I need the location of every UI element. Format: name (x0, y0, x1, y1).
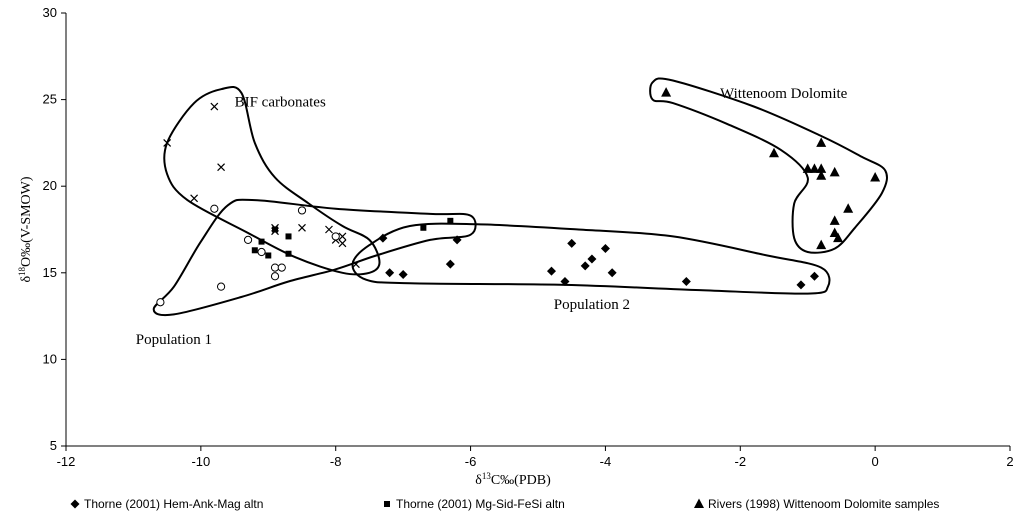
y-tick-label: 30 (43, 5, 57, 20)
data-point-diamond (607, 268, 617, 278)
legend-label: Thorne (2001) Hem-Ank-Mag altn (84, 497, 263, 511)
data-point-circle (297, 206, 307, 215)
data-point-square (251, 247, 258, 254)
legend-marker-triangle (694, 498, 704, 508)
data-point-diamond (587, 254, 597, 264)
data-point-triangle (816, 137, 827, 147)
data-point-circle (257, 247, 266, 257)
region-outline-population-2 (351, 222, 831, 295)
data-point-circle (277, 263, 286, 272)
x-tick-label: -10 (191, 454, 210, 469)
legend-marker-square (384, 501, 390, 507)
y-tick-label: 5 (50, 438, 57, 453)
data-point-x (338, 239, 347, 248)
region-label-population-2: Population 2 (554, 297, 630, 313)
data-point-diamond (560, 276, 570, 286)
data-point-square (420, 224, 427, 231)
data-point-diamond (796, 280, 806, 290)
data-point-x (271, 223, 279, 232)
data-point-circle (331, 232, 340, 241)
legend: Thorne (2001) Hem-Ank-Mag altn Thorne (20… (70, 497, 939, 511)
data-point-triangle (816, 239, 827, 250)
data-point-triangle (661, 87, 672, 97)
data-point-triangle (816, 170, 827, 180)
legend-label: Rivers (1998) Wittenoom Dolomite samples (708, 497, 939, 511)
data-point-diamond (580, 261, 590, 271)
data-point-diamond (385, 268, 395, 278)
data-point-square (447, 217, 454, 224)
y-tick-label: 15 (43, 265, 57, 280)
x-tick-label: 2 (1006, 454, 1013, 469)
region-label-bif-carbonates: BIF carbonates (235, 95, 326, 111)
data-point-square (285, 250, 292, 257)
region-outline-bif-carbonates (163, 85, 381, 276)
data-point-diamond (452, 235, 462, 245)
x-tick-label: -6 (465, 454, 477, 469)
data-point-triangle (816, 163, 827, 173)
data-point-x (163, 138, 172, 147)
data-point-x (190, 194, 199, 203)
x-tick-label: -4 (600, 454, 612, 469)
plot-area: BIF carbonates Population 1 Population 2 Wi… (136, 77, 888, 348)
data-point-x (298, 223, 306, 232)
y-tick-label: 25 (43, 92, 57, 107)
data-point-square (265, 252, 272, 259)
data-point-diamond (681, 276, 691, 286)
data-point-x (217, 163, 226, 172)
region-outline-population-1 (152, 198, 477, 317)
legend-marker-diamond (70, 499, 80, 509)
x-tick-label: -12 (57, 454, 76, 469)
data-point-triangle (870, 172, 881, 182)
data-point-diamond (546, 266, 556, 276)
data-point-diamond (567, 238, 577, 248)
data-point-x (210, 102, 219, 111)
data-point-circle (270, 272, 280, 281)
data-point-circle (270, 263, 280, 272)
data-point-x (325, 225, 333, 234)
x-tick-label: -2 (735, 454, 747, 469)
data-point-x (338, 232, 347, 241)
data-point-triangle (769, 147, 779, 158)
data-point-circle (210, 204, 219, 213)
data-point-square (258, 238, 265, 245)
x-tick-label: -8 (330, 454, 342, 469)
data-point-square (272, 226, 279, 233)
y-axis-title: δ18O‰(V-SMOW) (17, 176, 34, 282)
region-outline-wittenoom-dolomite (649, 77, 888, 254)
region-label-wittenoom-dolomite: Wittenoom Dolomite (720, 86, 848, 102)
data-point-diamond (378, 233, 388, 243)
x-tick-label: 0 (872, 454, 879, 469)
data-point-triangle (802, 163, 813, 173)
data-point-diamond (809, 271, 819, 281)
data-point-triangle (809, 163, 820, 173)
y-tick-label: 20 (43, 178, 57, 193)
data-point-circle (216, 282, 226, 291)
data-point-x (271, 227, 279, 236)
data-point-diamond (445, 259, 455, 269)
data-point-triangle (829, 215, 840, 225)
data-point-circle (156, 298, 165, 307)
x-axis-title: δ13C‰(PDB) (475, 471, 551, 488)
data-point-triangle (829, 166, 840, 177)
data-point-triangle (843, 203, 854, 213)
axes: 5 10 15 20 25 30 -12 -10 -8 -6 -4 -2 0 2 δ13C‰(PDB) δ18… (17, 5, 1013, 488)
data-point-triangle (833, 232, 844, 243)
data-point-x (352, 260, 360, 269)
data-point-diamond (600, 244, 610, 254)
y-tick-label: 10 (43, 351, 57, 366)
data-point-diamond (398, 270, 408, 280)
data-point-square (285, 233, 292, 240)
region-label-population-1: Population 1 (136, 332, 212, 348)
legend-label: Thorne (2001) Mg-Sid-FeSi altn (396, 497, 565, 511)
data-point-circle (243, 235, 253, 244)
